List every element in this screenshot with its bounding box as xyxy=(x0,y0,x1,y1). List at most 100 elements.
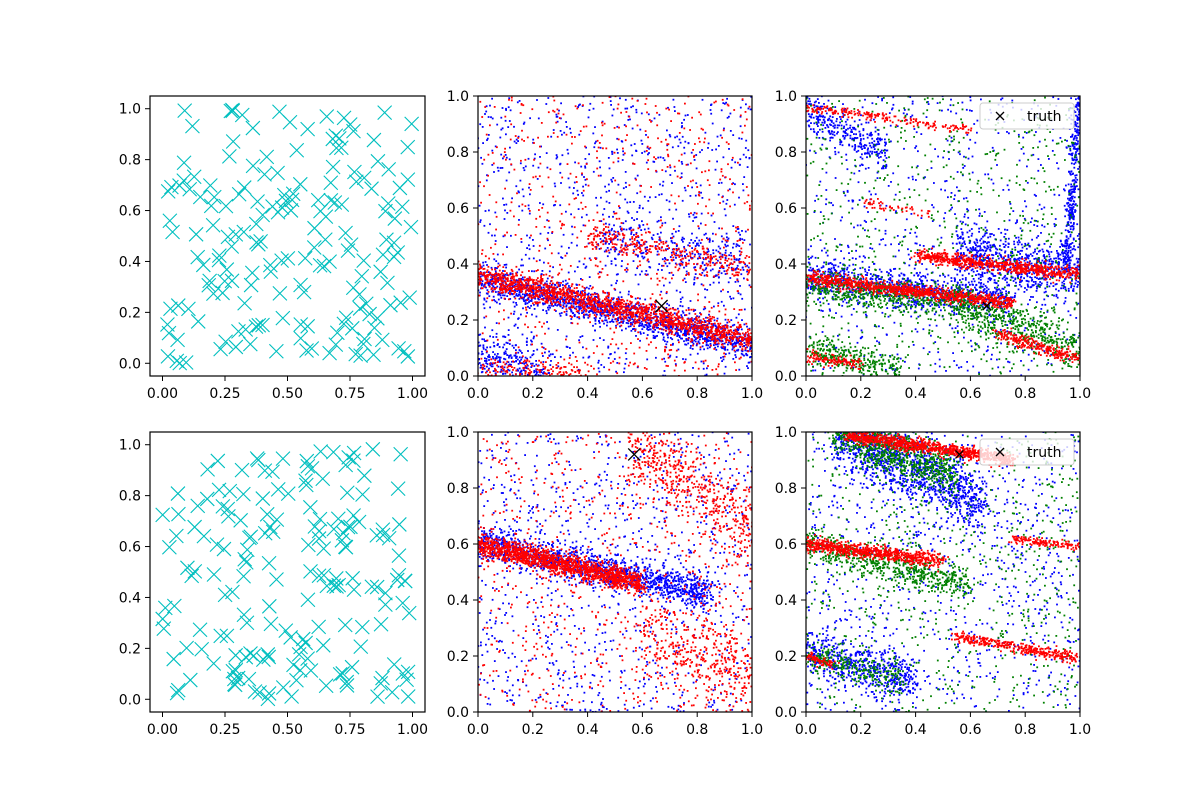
data-point xyxy=(588,234,591,237)
data-point xyxy=(696,244,698,246)
data-point xyxy=(646,317,648,319)
data-point xyxy=(550,300,552,303)
data-point xyxy=(685,331,688,333)
data-point xyxy=(666,333,669,335)
data-point xyxy=(615,301,618,303)
data-point xyxy=(731,337,734,340)
data-point xyxy=(688,309,690,311)
data-point xyxy=(573,181,576,184)
data-point xyxy=(721,337,723,339)
data-point xyxy=(654,301,657,304)
data-point xyxy=(543,290,545,293)
data-point xyxy=(522,286,525,289)
data-point xyxy=(687,244,690,247)
data-point xyxy=(568,302,570,305)
data-point xyxy=(640,310,643,312)
data-point xyxy=(538,378,540,380)
data-point xyxy=(611,318,614,321)
data-point xyxy=(705,252,707,254)
data-point xyxy=(717,273,720,276)
data-point xyxy=(598,311,600,313)
data-point xyxy=(491,234,493,237)
data-point xyxy=(501,381,503,383)
data-point xyxy=(620,296,623,298)
data-point xyxy=(605,296,608,299)
data-point xyxy=(734,274,737,277)
data-point xyxy=(671,338,674,341)
data-point xyxy=(593,300,595,302)
data-point xyxy=(507,365,510,368)
data-point xyxy=(724,243,727,246)
data-point xyxy=(699,312,701,314)
data-point xyxy=(706,334,709,337)
data-point xyxy=(709,326,712,328)
data-point xyxy=(679,250,681,253)
data-point xyxy=(683,118,685,121)
data-point xyxy=(716,334,719,337)
data-point xyxy=(595,140,597,143)
data-point xyxy=(476,350,478,352)
data-point xyxy=(561,154,564,157)
data-point xyxy=(691,232,693,235)
data-point xyxy=(578,260,581,263)
data-point xyxy=(718,338,720,341)
data-point xyxy=(614,258,617,260)
data-point xyxy=(513,295,516,298)
data-point xyxy=(505,203,508,206)
data-point xyxy=(743,176,746,178)
data-point xyxy=(517,279,519,282)
data-point xyxy=(539,281,542,283)
data-point xyxy=(522,307,524,310)
data-point xyxy=(542,302,544,305)
data-point xyxy=(610,284,613,287)
data-point xyxy=(667,336,669,339)
data-point xyxy=(667,318,670,321)
data-point xyxy=(666,144,669,147)
data-point xyxy=(661,310,664,313)
x-axis: 0.00 0.25 0.50 0.75 1.00 xyxy=(147,376,428,402)
data-point xyxy=(668,262,671,265)
data-point xyxy=(642,303,644,305)
data-point xyxy=(486,139,488,141)
data-point xyxy=(596,243,598,246)
data-point xyxy=(507,126,510,128)
data-point xyxy=(489,364,492,366)
data-point xyxy=(735,243,738,246)
data-point xyxy=(673,334,676,336)
data-point xyxy=(618,233,621,236)
data-point xyxy=(613,233,615,236)
data-point xyxy=(613,309,616,311)
data-point xyxy=(542,363,544,366)
data-point xyxy=(718,336,721,339)
data-point xyxy=(704,131,707,134)
data-point xyxy=(701,98,704,101)
data-point xyxy=(492,295,495,298)
data-point xyxy=(657,219,660,222)
data-point xyxy=(558,371,561,374)
data-point xyxy=(597,243,599,245)
data-point xyxy=(621,305,624,308)
data-point xyxy=(584,178,587,181)
data-point xyxy=(488,367,490,370)
data-point xyxy=(549,282,551,285)
data-point xyxy=(512,369,514,371)
data-point xyxy=(625,358,628,360)
data-point xyxy=(516,288,518,290)
data-point xyxy=(596,226,599,229)
data-point xyxy=(536,348,539,351)
data-point xyxy=(500,285,503,288)
data-point xyxy=(621,254,624,256)
data-point xyxy=(535,368,538,371)
data-point xyxy=(648,211,651,214)
data-point xyxy=(739,253,742,256)
data-point xyxy=(693,263,695,265)
data-point xyxy=(626,107,629,110)
data-point xyxy=(729,277,732,279)
data-point xyxy=(742,337,745,339)
data-point xyxy=(657,326,659,329)
data-point xyxy=(506,286,509,288)
data-point xyxy=(655,356,657,359)
data-point xyxy=(607,304,610,306)
data-point xyxy=(534,297,537,300)
data-point xyxy=(539,290,542,293)
